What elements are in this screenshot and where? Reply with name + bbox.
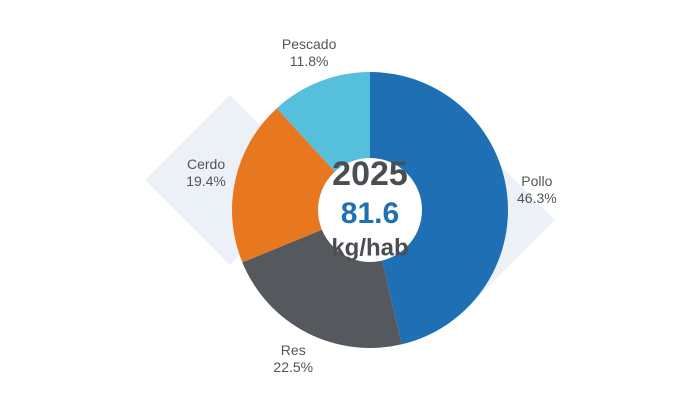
slice [370,72,509,345]
slice-label: Pescado [282,36,337,52]
center-year: 2025 [332,155,408,193]
center-unit: kg/hab [331,234,408,261]
slice-label: Pollo [521,173,552,189]
donut-hole [318,158,422,262]
center-total: 81.6 [341,197,399,230]
slice-value-label: 11.8% [290,53,329,69]
slice-value-label: 19.4% [186,173,226,189]
slice-label: Cerdo [187,156,225,172]
slice-label: Res [281,342,306,358]
slice-value-label: 46.3% [517,190,557,206]
slice-value-label: 22.5% [273,359,313,375]
